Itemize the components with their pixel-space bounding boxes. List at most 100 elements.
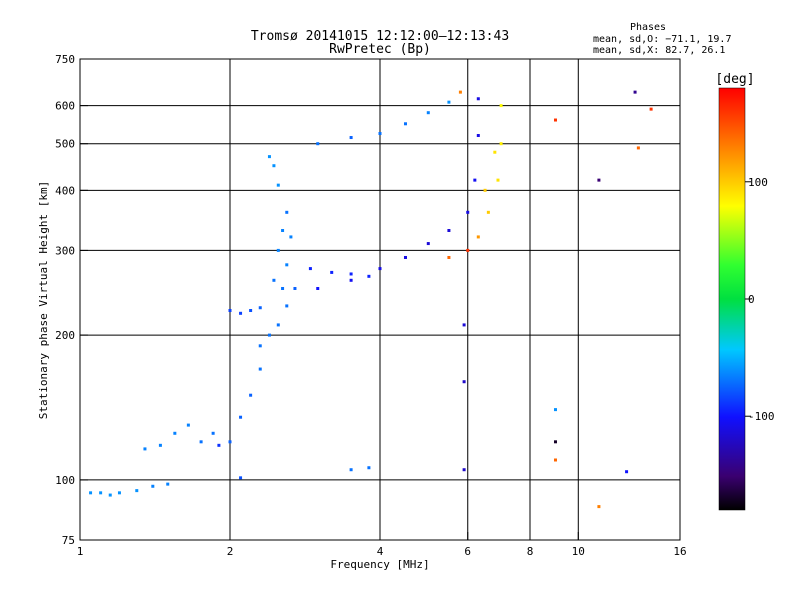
data-point	[462, 380, 466, 384]
data-point	[228, 309, 232, 313]
data-point	[239, 476, 243, 480]
data-point	[473, 178, 477, 182]
colorbar-unit-label: [deg]	[715, 72, 754, 87]
x-tick-label: 4	[377, 545, 384, 558]
data-point	[349, 278, 353, 282]
data-point	[285, 304, 289, 308]
y-tick-label: 750	[55, 53, 75, 66]
colorbar-ticks: 100 0 -100	[745, 176, 775, 423]
data-point	[349, 468, 353, 472]
data-point	[289, 235, 293, 239]
data-point	[249, 393, 253, 397]
y-tick-label: 300	[55, 244, 75, 257]
data-point	[447, 100, 451, 104]
data-point	[166, 482, 170, 486]
x-tick-label: 16	[673, 545, 686, 558]
y-tick-label: 100	[55, 474, 75, 487]
data-point	[403, 255, 407, 259]
data-point	[553, 408, 557, 412]
colorbar	[718, 87, 746, 511]
data-point	[458, 90, 462, 94]
data-point	[308, 267, 312, 271]
data-point	[99, 491, 103, 495]
colorbar-tick-label: 0	[748, 293, 755, 306]
x-tick-label: 1	[77, 545, 84, 558]
data-point	[217, 443, 221, 447]
data-point	[499, 104, 503, 108]
data-point	[258, 367, 262, 371]
data-point	[272, 278, 276, 282]
x-axis-ticks: 1 2 4 6 8 10 16	[77, 532, 687, 558]
data-point	[499, 142, 503, 146]
y-axis-ticks: 75 100 200 300 400 500 600 750	[55, 53, 88, 547]
phases-heading: Phases	[630, 22, 666, 33]
data-point	[258, 344, 262, 348]
data-point	[493, 150, 497, 154]
data-point	[151, 484, 155, 488]
x-axis-label: Frequency [MHz]	[330, 558, 429, 571]
data-point	[403, 122, 407, 126]
data-point	[267, 333, 271, 337]
data-point	[426, 111, 430, 115]
data-point	[447, 255, 451, 259]
data-point	[349, 272, 353, 276]
grid-lines	[80, 59, 680, 540]
data-point	[108, 493, 112, 497]
data-point	[239, 415, 243, 419]
data-point	[173, 431, 177, 435]
data-point	[258, 306, 262, 310]
data-point	[228, 440, 232, 444]
data-point	[553, 458, 557, 462]
data-point	[466, 248, 470, 252]
phases-line-x: mean, sd,X: 82.7, 26.1	[593, 45, 725, 56]
x-tick-label: 10	[572, 545, 585, 558]
data-point	[378, 267, 382, 271]
data-point	[293, 286, 297, 290]
y-tick-label: 500	[55, 138, 75, 151]
data-point	[462, 323, 466, 327]
data-point	[378, 132, 382, 136]
colorbar-tick-label: 100	[748, 176, 768, 189]
data-point	[625, 470, 629, 474]
data-point	[186, 423, 190, 427]
data-point	[199, 440, 203, 444]
data-point	[636, 146, 640, 150]
data-point	[466, 210, 470, 214]
data-point	[367, 466, 371, 470]
data-point	[330, 270, 334, 274]
y-tick-label: 400	[55, 184, 75, 197]
data-point	[486, 210, 490, 214]
data-point	[597, 505, 601, 509]
data-point	[276, 323, 280, 327]
data-point	[158, 443, 162, 447]
data-point	[633, 90, 637, 94]
data-point	[349, 136, 353, 140]
y-tick-label: 600	[55, 100, 75, 113]
data-point	[649, 107, 653, 111]
data-point	[249, 309, 253, 313]
data-point	[496, 178, 500, 182]
data-point	[285, 263, 289, 267]
data-point	[553, 440, 557, 444]
data-point	[285, 210, 289, 214]
data-point	[447, 228, 451, 232]
data-point	[281, 228, 285, 232]
data-point	[272, 164, 276, 168]
colorbar-tick-label: -100	[748, 410, 775, 423]
x-tick-label: 8	[527, 545, 534, 558]
data-point	[483, 188, 487, 192]
data-point	[117, 491, 121, 495]
phases-line-o: mean, sd,O: −71.1, 19.7	[593, 34, 731, 45]
y-tick-label: 200	[55, 329, 75, 342]
data-point	[476, 97, 480, 101]
data-point	[476, 134, 480, 138]
data-point	[89, 491, 93, 495]
data-point	[597, 178, 601, 182]
data-point	[316, 286, 320, 290]
chart-subtitle: RwPretec (Bp)	[329, 42, 431, 57]
data-point	[143, 447, 147, 451]
data-point	[316, 142, 320, 146]
data-point	[276, 248, 280, 252]
